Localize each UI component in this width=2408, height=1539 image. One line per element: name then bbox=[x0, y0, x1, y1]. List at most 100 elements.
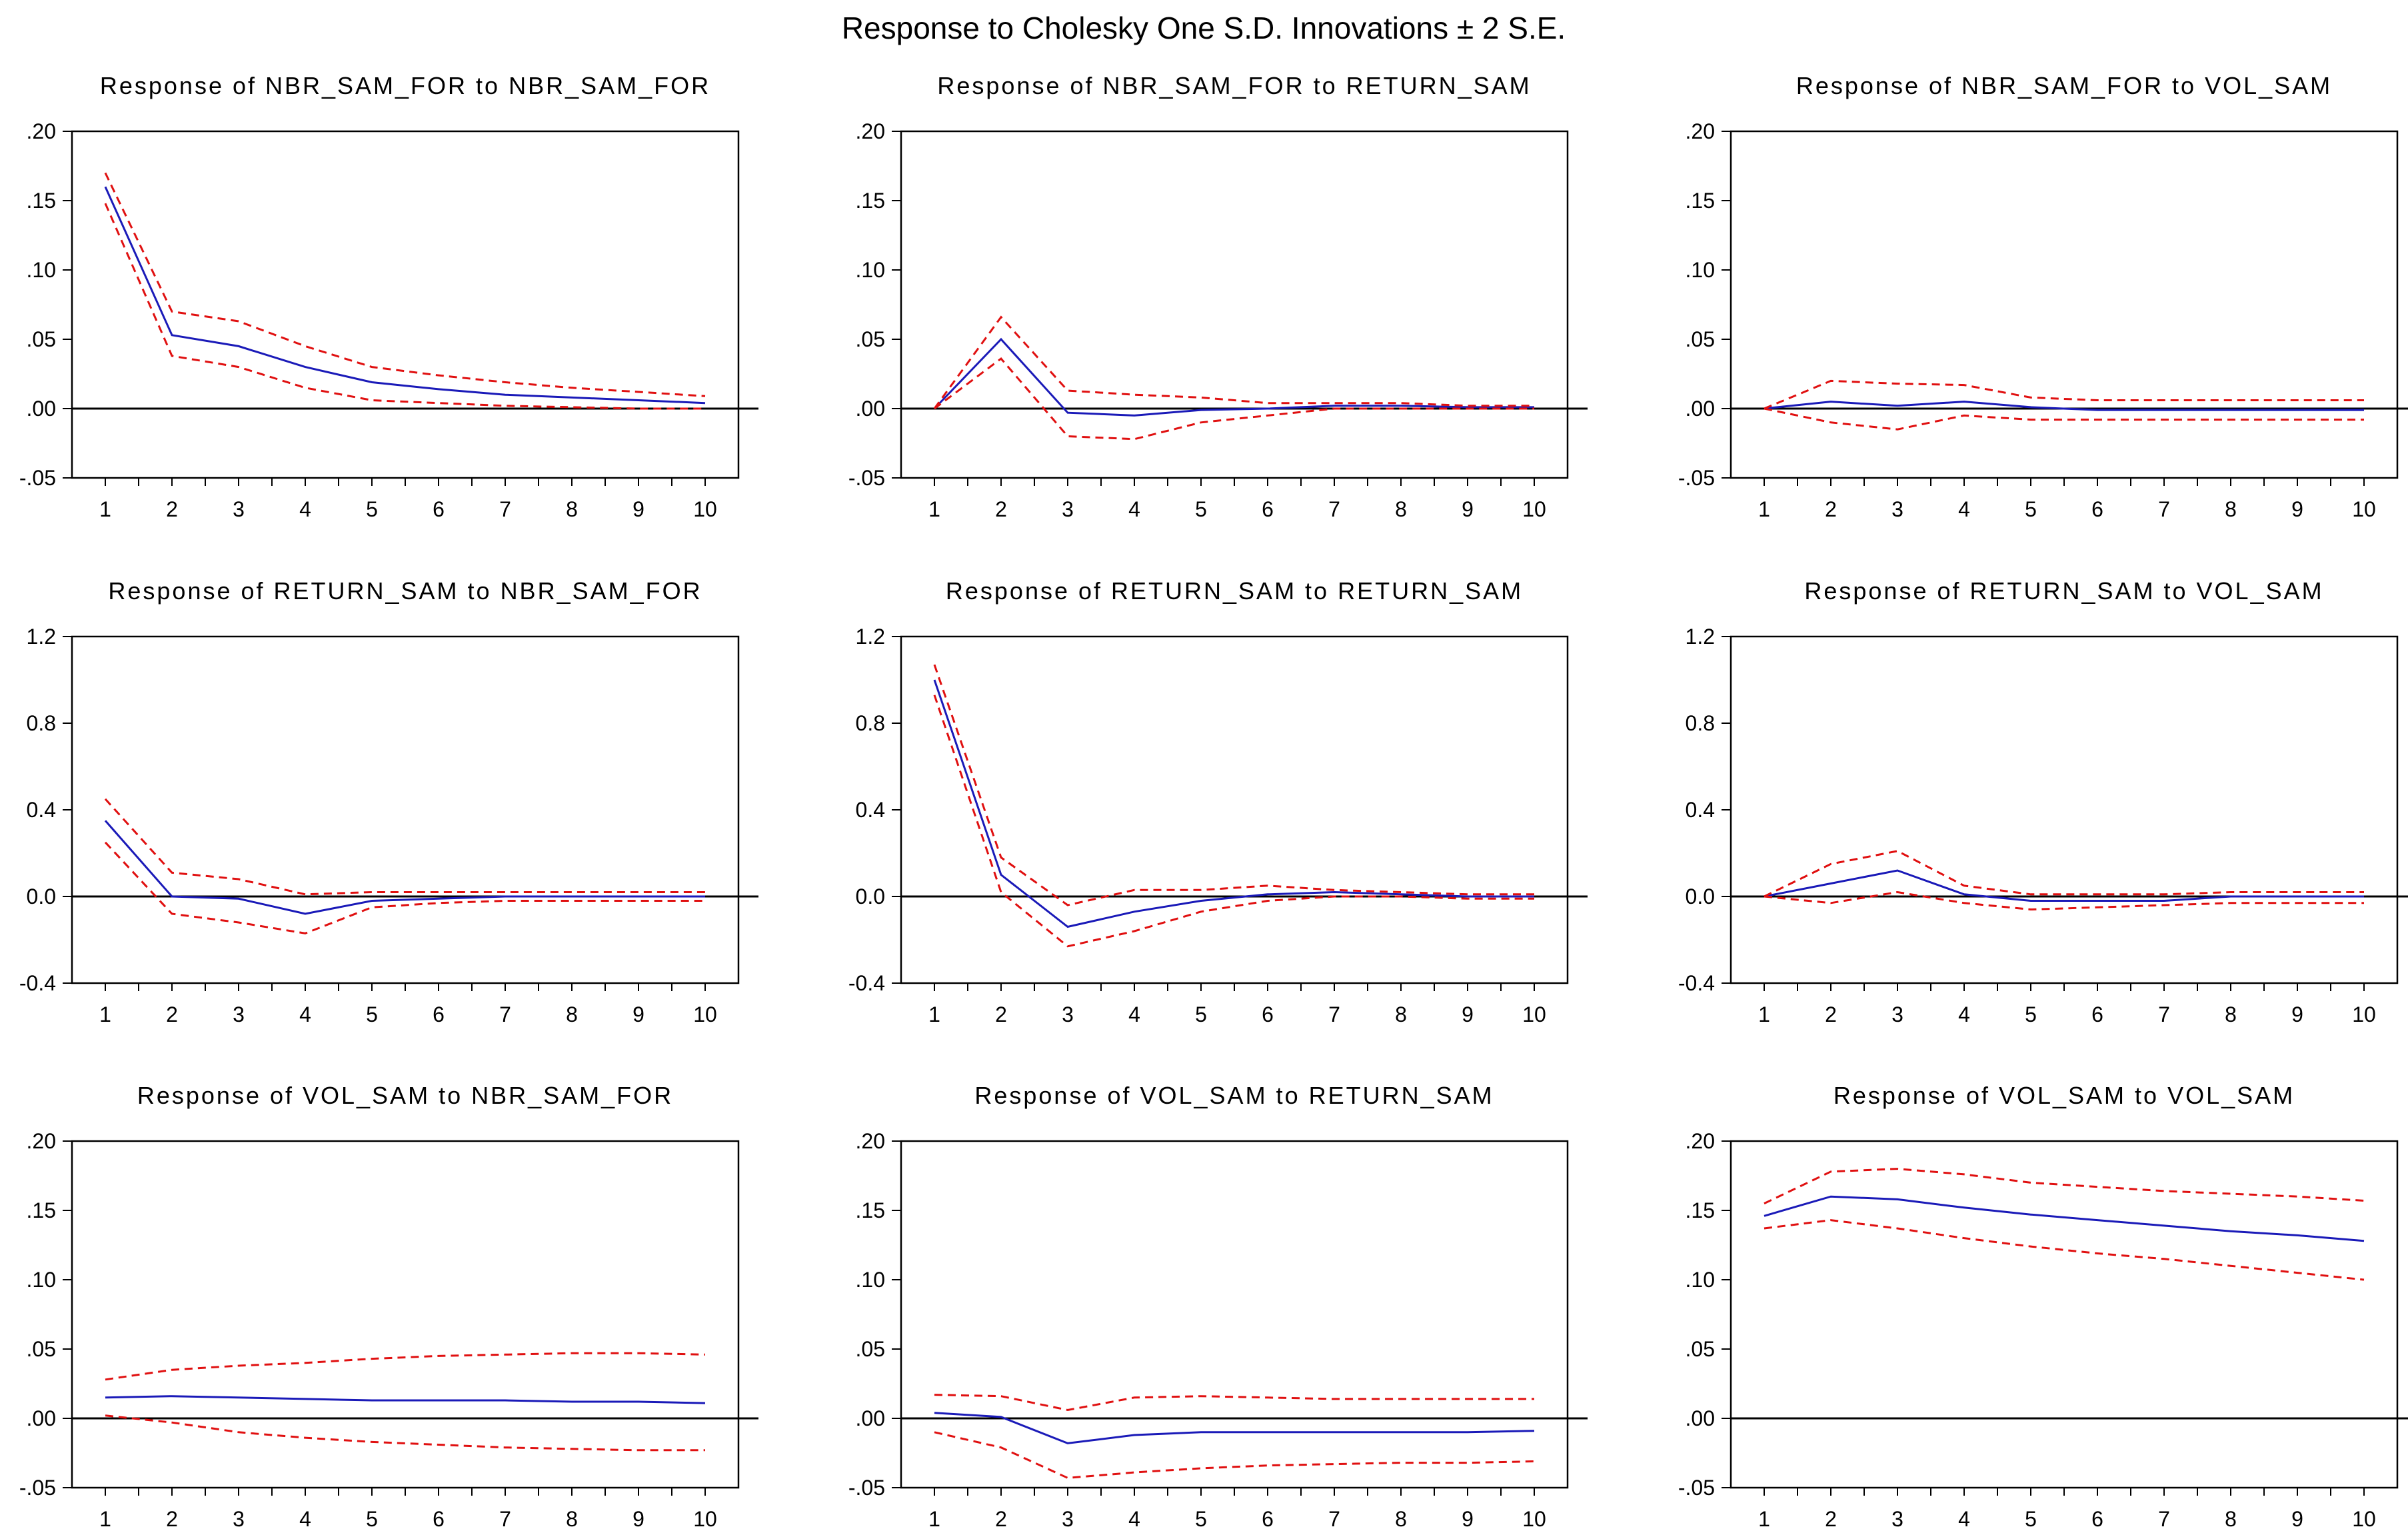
band-upper-line bbox=[934, 1394, 1534, 1412]
x-tick-label: 5 bbox=[366, 1507, 378, 1531]
x-tick-label: 3 bbox=[1891, 497, 1903, 521]
y-tick-label: -.05 bbox=[19, 1476, 56, 1500]
x-tick-label: 2 bbox=[1825, 497, 1837, 521]
band-lower-line bbox=[1764, 1219, 2365, 1281]
x-tick-label: 10 bbox=[693, 1507, 717, 1531]
x-tick-label: 10 bbox=[1522, 1507, 1546, 1531]
x-tick-label: 7 bbox=[499, 497, 511, 521]
y-tick-label: .00 bbox=[856, 397, 885, 421]
response-line bbox=[1764, 1195, 2365, 1242]
x-tick-label: 2 bbox=[1825, 1507, 1837, 1531]
x-tick-label: 2 bbox=[995, 1002, 1007, 1026]
x-tick-label: 10 bbox=[2352, 497, 2376, 521]
band-lower-line bbox=[934, 357, 1534, 441]
band-upper-line bbox=[1764, 1168, 2365, 1204]
y-tick-label: .20 bbox=[1686, 1129, 1715, 1153]
y-tick-label: -.05 bbox=[1678, 466, 1715, 490]
x-tick-label: 1 bbox=[928, 1507, 940, 1531]
x-tick-label: 1 bbox=[1758, 1507, 1770, 1531]
x-tick-label: 4 bbox=[299, 497, 311, 521]
y-tick-label: .20 bbox=[1686, 119, 1715, 143]
panel-title: Response of NBR_SAM_FOR to RETURN_SAM bbox=[937, 72, 1531, 99]
x-tick-label: 4 bbox=[1128, 1002, 1140, 1026]
y-tick-label: .20 bbox=[27, 1129, 56, 1153]
y-tick-label: .05 bbox=[1686, 327, 1715, 351]
y-tick-label: .10 bbox=[27, 258, 56, 282]
x-tick-label: 4 bbox=[1958, 497, 1970, 521]
x-tick-label: 5 bbox=[2025, 1507, 2037, 1531]
y-tick-label: .20 bbox=[856, 119, 885, 143]
band-lower-line bbox=[104, 841, 705, 934]
y-tick-label: .05 bbox=[856, 1337, 885, 1361]
response-line bbox=[1764, 401, 2364, 411]
plot-frame bbox=[900, 1140, 1569, 1489]
x-tick-label: 5 bbox=[1195, 497, 1207, 521]
y-tick-label: 0.4 bbox=[856, 798, 885, 822]
y-tick-label: .10 bbox=[856, 258, 885, 282]
band-lower-line bbox=[934, 1431, 1535, 1479]
panel-6: Response of RETURN_SAM to VOL_SAM -0.4 0.0… bbox=[1678, 577, 2408, 1026]
x-tick-label: 9 bbox=[2291, 1002, 2303, 1026]
band-upper-line bbox=[1764, 850, 2364, 898]
x-tick-label: 7 bbox=[1328, 1002, 1340, 1026]
y-tick-label: 0.0 bbox=[27, 884, 56, 908]
panel-title: Response of RETURN_SAM to RETURN_SAM bbox=[946, 577, 1523, 605]
y-tick-label: .15 bbox=[856, 189, 885, 213]
x-tick-label: 6 bbox=[1262, 1507, 1274, 1531]
panel-7: Response of VOL_SAM to NBR_SAM_FOR -.05 .0… bbox=[19, 1082, 758, 1531]
x-tick-label: 7 bbox=[1328, 1507, 1340, 1531]
y-tick-label: 0.4 bbox=[27, 798, 56, 822]
x-tick-label: 1 bbox=[928, 1002, 940, 1026]
x-tick-label: 4 bbox=[299, 1002, 311, 1026]
x-tick-label: 9 bbox=[2291, 1507, 2303, 1531]
x-tick-label: 8 bbox=[2225, 497, 2237, 521]
y-tick-label: .10 bbox=[27, 1268, 56, 1292]
panel-9: Response of VOL_SAM to VOL_SAM -.05 .00 .05… bbox=[1678, 1082, 2408, 1531]
y-tick-label: 1.2 bbox=[27, 625, 56, 649]
y-tick-label: .00 bbox=[27, 397, 56, 421]
y-tick-label: -0.4 bbox=[19, 971, 56, 995]
x-tick-label: 3 bbox=[1891, 1002, 1903, 1026]
x-tick-label: 5 bbox=[2025, 497, 2037, 521]
y-tick-label: -.05 bbox=[19, 466, 56, 490]
y-tick-label: .00 bbox=[856, 1406, 885, 1430]
x-tick-label: 4 bbox=[299, 1507, 311, 1531]
y-tick-label: .10 bbox=[1686, 258, 1715, 282]
plot-frame bbox=[1730, 635, 2399, 984]
x-tick-label: 9 bbox=[2291, 497, 2303, 521]
y-tick-label: .15 bbox=[1686, 1198, 1715, 1222]
x-tick-label: 1 bbox=[928, 497, 940, 521]
x-tick-label: 6 bbox=[2091, 1507, 2103, 1531]
y-tick-label: .15 bbox=[1686, 189, 1715, 213]
x-tick-label: 2 bbox=[166, 1507, 178, 1531]
panel-title: Response of NBR_SAM_FOR to VOL_SAM bbox=[1796, 72, 2332, 99]
x-tick-label: 1 bbox=[1758, 497, 1770, 521]
band-lower-line bbox=[933, 695, 1534, 948]
x-tick-label: 10 bbox=[2352, 1507, 2376, 1531]
plot-frame bbox=[1730, 1140, 2399, 1489]
y-tick-label: 0.0 bbox=[1686, 884, 1715, 908]
y-tick-label: 0.8 bbox=[27, 711, 56, 735]
x-tick-label: 3 bbox=[1062, 497, 1074, 521]
x-tick-label: 2 bbox=[166, 1002, 178, 1026]
x-tick-label: 1 bbox=[1758, 1002, 1770, 1026]
y-tick-label: -.05 bbox=[848, 1476, 885, 1500]
x-tick-label: 6 bbox=[433, 1002, 445, 1026]
x-tick-label: 4 bbox=[1128, 1507, 1140, 1531]
plot-frame bbox=[900, 635, 1569, 984]
y-tick-label: 0.8 bbox=[856, 711, 885, 735]
x-tick-label: 3 bbox=[233, 1002, 245, 1026]
x-tick-label: 2 bbox=[1825, 1002, 1837, 1026]
band-lower-line bbox=[1764, 890, 2364, 911]
response-line bbox=[934, 1412, 1535, 1444]
response-line bbox=[1764, 869, 2364, 902]
x-tick-label: 7 bbox=[2158, 1507, 2170, 1531]
x-tick-label: 10 bbox=[2352, 1002, 2376, 1026]
plot-frame bbox=[71, 130, 740, 479]
y-tick-label: .05 bbox=[27, 327, 56, 351]
x-tick-label: 4 bbox=[1958, 1507, 1970, 1531]
x-tick-label: 2 bbox=[166, 497, 178, 521]
x-tick-label: 7 bbox=[2158, 1002, 2170, 1026]
band-upper-line bbox=[105, 1352, 706, 1381]
plot-frame bbox=[900, 130, 1569, 479]
